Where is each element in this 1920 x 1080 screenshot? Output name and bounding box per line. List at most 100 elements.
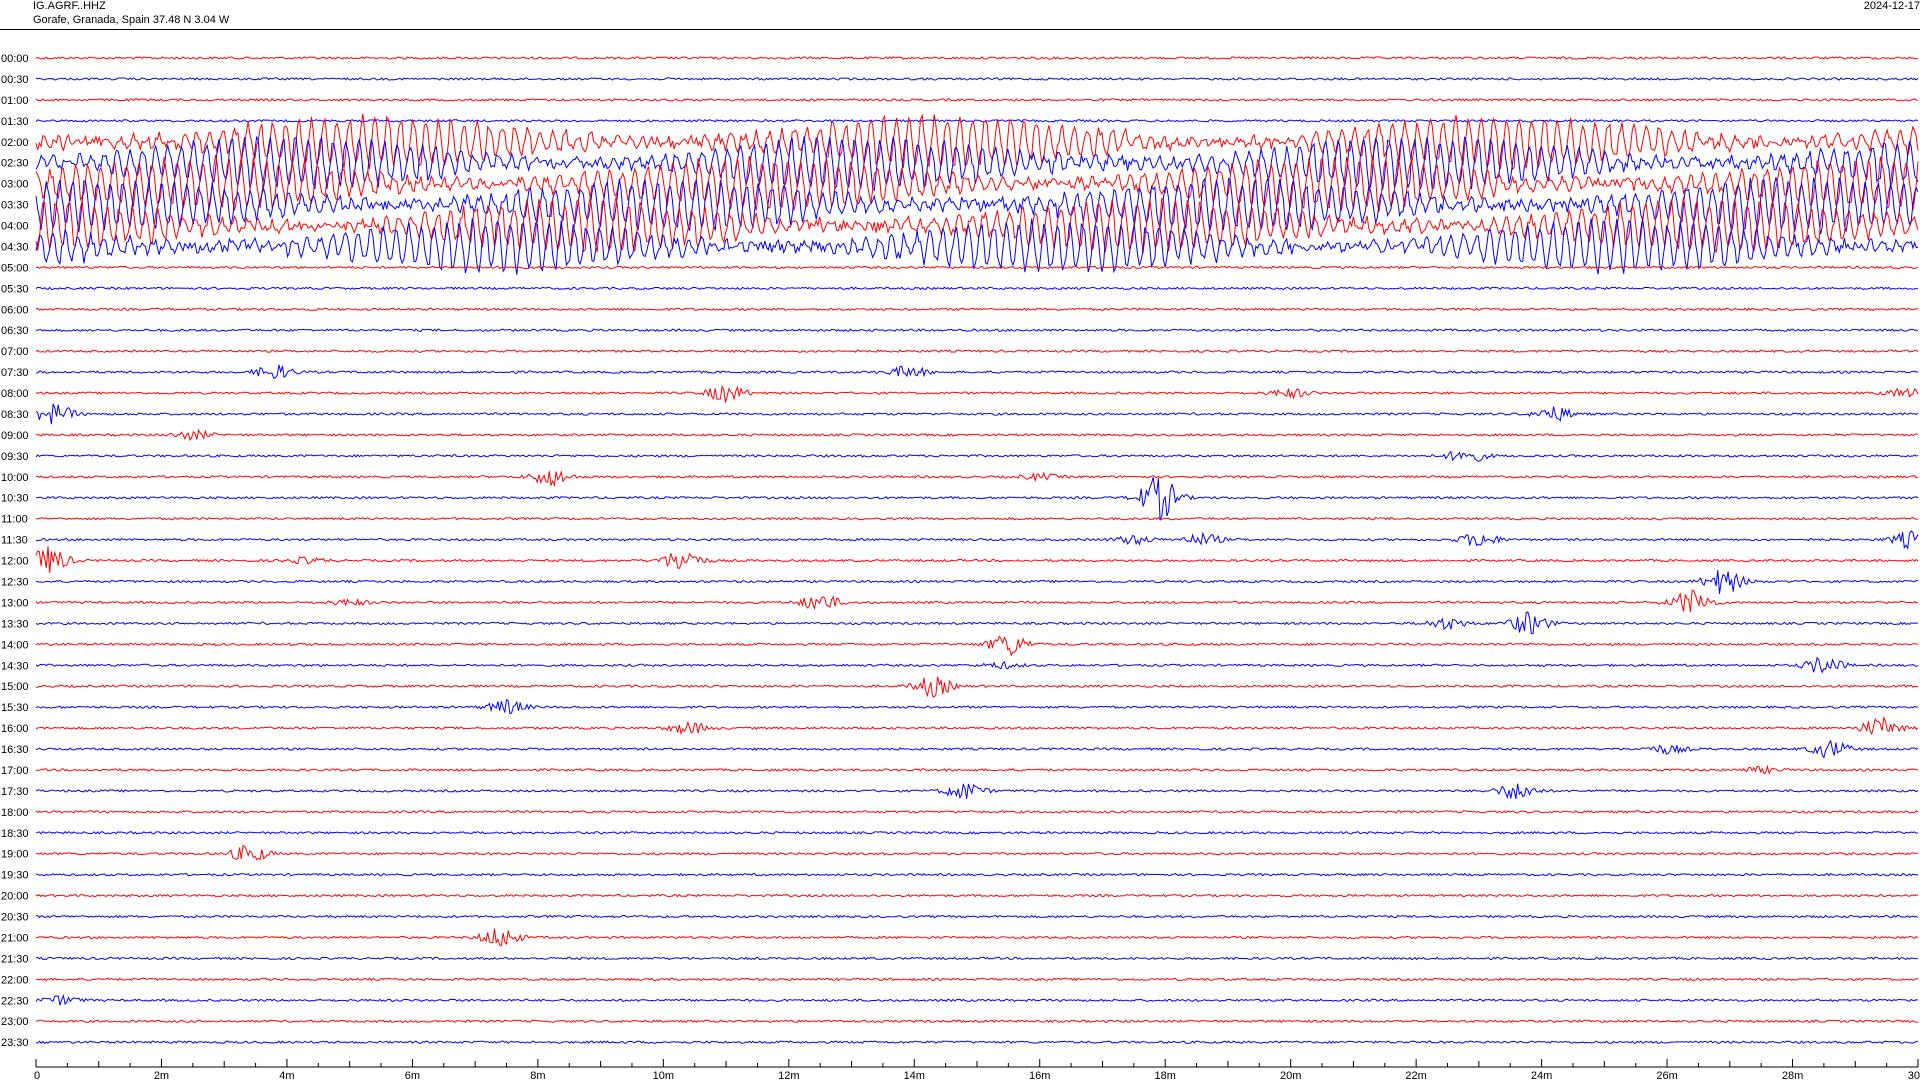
- trace-2230: [35, 993, 1919, 1006]
- trace-0900: [35, 428, 1919, 442]
- trace-0330: [35, 176, 1919, 235]
- trace-1030: [35, 477, 1919, 521]
- trace-1800: [35, 810, 1919, 814]
- row-label-1400: 14:00: [1, 639, 29, 651]
- row-label-0100: 01:00: [1, 95, 29, 107]
- trace-0600: [35, 307, 1919, 312]
- trace-0830: [35, 403, 1919, 425]
- station-location: Gorafe, Granada, Spain 37.48 N 3.04 W: [33, 14, 230, 26]
- row-label-1600: 16:00: [1, 723, 29, 735]
- x-tick-label: 28m: [1782, 1070, 1803, 1080]
- row-label-1300: 13:00: [1, 597, 29, 609]
- trace-0130: [35, 118, 1919, 123]
- trace-0030: [35, 77, 1919, 81]
- row-label-0130: 01:30: [1, 116, 29, 128]
- x-tick-label: 2m: [154, 1070, 169, 1080]
- trace-2300: [35, 1019, 1918, 1024]
- trace-1730: [35, 783, 1919, 800]
- row-label-1200: 12:00: [1, 556, 29, 568]
- row-label-0300: 03:00: [1, 179, 29, 191]
- row-label-1530: 15:30: [1, 702, 29, 714]
- x-tick-label: 8m: [530, 1070, 545, 1080]
- row-label-1930: 19:30: [1, 870, 29, 882]
- trace-2030: [35, 914, 1919, 919]
- row-label-1230: 12:30: [1, 577, 29, 589]
- row-label-1330: 13:30: [1, 618, 29, 630]
- trace-0730: [35, 364, 1919, 380]
- trace-2130: [35, 956, 1919, 961]
- trace-2000: [35, 893, 1919, 898]
- x-tick-label: 22m: [1405, 1070, 1426, 1080]
- trace-0530: [35, 286, 1919, 291]
- trace-1900: [35, 844, 1919, 861]
- trace-0430: [35, 218, 1919, 275]
- row-label-0430: 04:30: [1, 241, 29, 253]
- time-axis: 0 2m 4m 6m 8m 10m 12m 14m 16m 18m 20m 22m 24m 26m 28m 3…: [34, 1059, 1920, 1080]
- row-label-0730: 07:30: [1, 367, 29, 379]
- trace-1400: [35, 635, 1919, 657]
- x-tick-label: 4m: [279, 1070, 294, 1080]
- row-label-0930: 09:30: [1, 451, 29, 463]
- row-label-2030: 20:30: [1, 912, 29, 924]
- trace-0630: [35, 328, 1919, 333]
- trace-group: [35, 56, 1919, 1045]
- row-label-0330: 03:30: [1, 200, 29, 212]
- trace-1600: [35, 715, 1919, 736]
- trace-1430: [35, 656, 1919, 674]
- trace-1130: [35, 530, 1919, 551]
- x-tick-label: 26m: [1656, 1070, 1677, 1080]
- trace-1300: [35, 589, 1919, 613]
- row-label-2200: 22:00: [1, 974, 29, 986]
- trace-2100: [35, 928, 1919, 947]
- trace-1500: [35, 676, 1919, 698]
- trace-1100: [35, 516, 1919, 521]
- row-label-1900: 19:00: [1, 849, 29, 861]
- trace-1700: [35, 764, 1919, 775]
- x-tick-label: 6m: [405, 1070, 420, 1080]
- row-label-0600: 06:00: [1, 304, 29, 316]
- trace-1200: [35, 546, 1919, 573]
- trace-2330: [35, 1040, 1918, 1045]
- trace-0400: [35, 196, 1919, 254]
- x-tick-label: 16m: [1029, 1070, 1050, 1080]
- trace-0800: [35, 385, 1919, 403]
- row-label-1100: 11:00: [1, 514, 28, 526]
- row-label-0000: 00:00: [1, 53, 29, 65]
- row-label-2300: 23:00: [1, 1016, 29, 1028]
- trace-0100: [35, 98, 1918, 102]
- trace-0200: [35, 113, 1919, 171]
- trace-1000: [35, 470, 1919, 488]
- x-tick-label: 12m: [778, 1070, 799, 1080]
- row-label-0530: 05:30: [1, 283, 29, 295]
- trace-2200: [35, 977, 1919, 982]
- trace-0700: [35, 349, 1919, 354]
- trace-1630: [35, 739, 1919, 759]
- trace-0500: [35, 265, 1919, 270]
- row-label-0900: 09:00: [1, 430, 29, 442]
- row-label-1130: 11:30: [1, 535, 28, 547]
- row-label-2000: 20:00: [1, 891, 29, 903]
- row-label-2230: 22:30: [1, 995, 29, 1007]
- row-label-group: 00:00 00:30 01:00 01:30 02:00 02:30 03:00 03:30…: [1, 53, 29, 1049]
- row-label-0230: 02:30: [1, 158, 29, 170]
- row-label-1800: 18:00: [1, 807, 29, 819]
- trace-0300: [35, 154, 1919, 212]
- trace-0930: [35, 450, 1919, 462]
- row-label-1630: 16:30: [1, 744, 29, 756]
- x-tick-label: 30: [1908, 1070, 1920, 1080]
- row-label-1500: 15:00: [1, 681, 29, 693]
- trace-1230: [35, 570, 1919, 594]
- x-tick-label: 0: [34, 1070, 40, 1080]
- trace-1830: [35, 830, 1919, 835]
- x-tick-label: 10m: [653, 1070, 674, 1080]
- row-label-0500: 05:00: [1, 262, 29, 274]
- trace-1530: [35, 698, 1919, 715]
- x-tick-label: 18m: [1154, 1070, 1175, 1080]
- row-label-0830: 08:30: [1, 409, 29, 421]
- x-tick-label: 14m: [904, 1070, 925, 1080]
- station-code: IG.AGRF..HHZ: [33, 0, 106, 12]
- row-label-0400: 04:00: [1, 221, 29, 233]
- x-tick-label: 20m: [1280, 1070, 1301, 1080]
- row-label-2100: 21:00: [1, 932, 29, 944]
